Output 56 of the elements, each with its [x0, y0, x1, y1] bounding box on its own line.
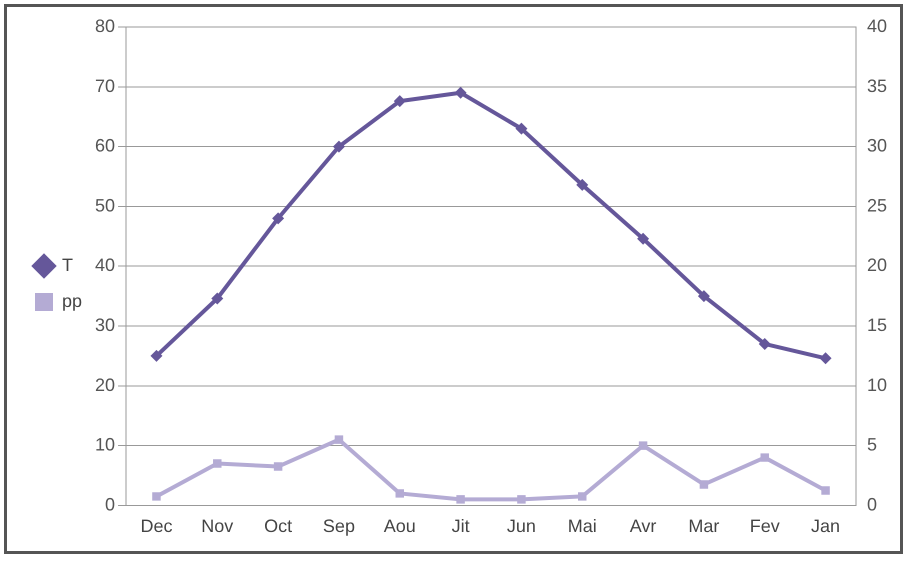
- y-tick-label: 30: [95, 314, 116, 335]
- y2-tick-label: 30: [866, 136, 888, 156]
- point: [576, 178, 588, 191]
- point: [456, 495, 465, 504]
- x-tick-label: Dec: [140, 516, 172, 536]
- x-tick-label: Mai: [568, 516, 597, 536]
- y2-tick-label: 35: [866, 76, 888, 96]
- y-tick-label: 40: [95, 255, 116, 276]
- x-tick-label: Jun: [506, 516, 536, 536]
- legend-label: T: [62, 254, 73, 275]
- point: [578, 492, 586, 501]
- x-tick-label: Nov: [201, 516, 234, 536]
- y-tick-label: 70: [95, 76, 116, 96]
- point: [334, 435, 344, 444]
- y2-tick-label: 20: [866, 255, 888, 276]
- y2-tick-label: 5: [866, 434, 877, 455]
- point: [394, 95, 406, 108]
- y-tick-label: 60: [95, 136, 116, 156]
- y-tick-label: 50: [95, 195, 116, 216]
- x-tick-label: Jan: [811, 516, 840, 536]
- point: [152, 492, 161, 501]
- x-tick-label: Mar: [688, 516, 720, 536]
- point: [760, 453, 769, 462]
- x-tick-label: Sep: [322, 516, 355, 536]
- point: [213, 459, 222, 468]
- point: [396, 489, 404, 498]
- x-tick-label: Aou: [384, 516, 416, 536]
- point: [274, 462, 282, 471]
- point: [150, 350, 162, 362]
- point: [211, 292, 224, 304]
- y-tick-label: 20: [95, 374, 116, 395]
- point: [700, 480, 708, 489]
- y2-tick-label: 15: [866, 314, 888, 335]
- y2-tick-label: 25: [866, 195, 888, 216]
- y2-tick-label: 0: [866, 494, 877, 514]
- point: [698, 290, 710, 302]
- y-tick-label: 0: [105, 494, 116, 514]
- point: [454, 86, 467, 99]
- point: [637, 232, 650, 245]
- x-tick-label: Avr: [630, 516, 656, 536]
- x-tick-label: Oct: [264, 516, 292, 536]
- point: [820, 352, 832, 364]
- point: [332, 140, 345, 153]
- point: [515, 122, 528, 135]
- point: [272, 212, 284, 224]
- y-tick-label: 80: [95, 16, 116, 36]
- x-tick-label: Fev: [750, 516, 780, 536]
- point: [517, 495, 526, 504]
- y-tick-label: 10: [95, 434, 116, 455]
- point: [758, 338, 771, 350]
- x-tick-label: Jit: [452, 516, 470, 536]
- point: [821, 486, 830, 495]
- point: [638, 441, 648, 450]
- legend-label: pp: [62, 290, 82, 311]
- y2-tick-label: 40: [866, 16, 888, 36]
- y2-tick-label: 10: [866, 374, 888, 395]
